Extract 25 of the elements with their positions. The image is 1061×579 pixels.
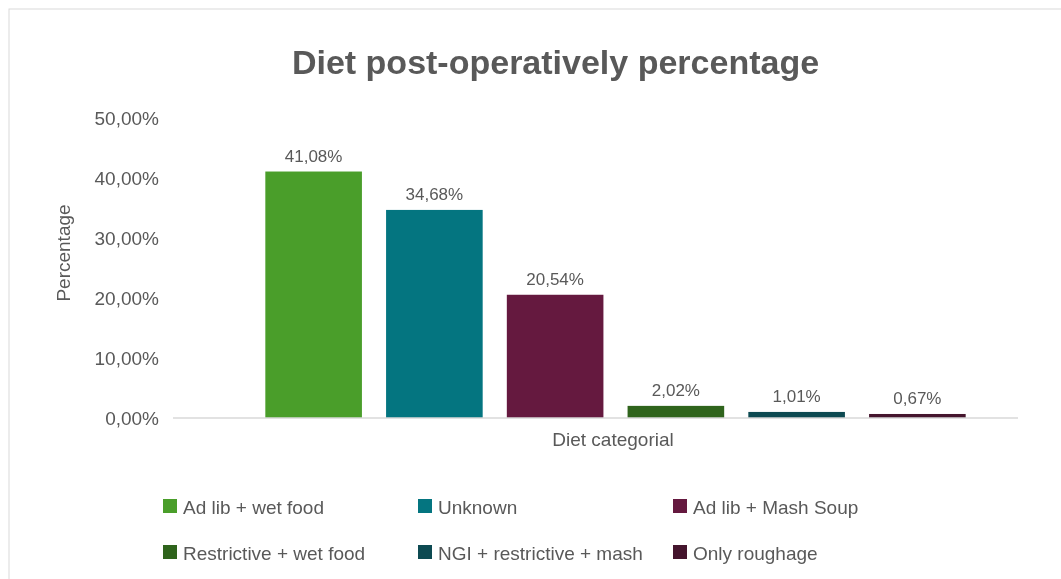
bar [627, 405, 725, 418]
chart-title: Diet post-operatively percentage [291, 43, 820, 81]
legend-label: Ad lib + wet food [183, 496, 325, 518]
bar [265, 171, 362, 418]
legend-label: Only roughage [693, 542, 818, 564]
legend-label: Unknown [438, 496, 518, 518]
y-tick-label: 40,00% [94, 167, 160, 189]
data-label: 34,68% [405, 184, 464, 204]
data-label: 1,01% [772, 386, 821, 406]
data-label: 20,54% [526, 269, 584, 289]
y-tick-label: 10,00% [94, 347, 160, 369]
x-axis-title: Diet categorial [552, 429, 674, 450]
data-label: 2,02% [651, 380, 700, 400]
data-label: 41,08% [284, 146, 343, 166]
y-tick-label: 30,00% [94, 227, 160, 249]
legend-label: Restrictive + wet food [183, 542, 366, 564]
y-tick-label: 50,00% [94, 107, 160, 129]
y-tick-label: 0,00% [105, 407, 160, 429]
legend-label: Ad lib + Mash Soup [693, 496, 859, 518]
bar [386, 209, 483, 418]
data-label: 0,67% [893, 388, 942, 408]
bar [506, 294, 604, 418]
y-tick-label: 20,00% [94, 287, 160, 309]
legend-label: NGI + restrictive + mash [438, 542, 643, 564]
y-axis-title: Percentage [53, 204, 74, 302]
